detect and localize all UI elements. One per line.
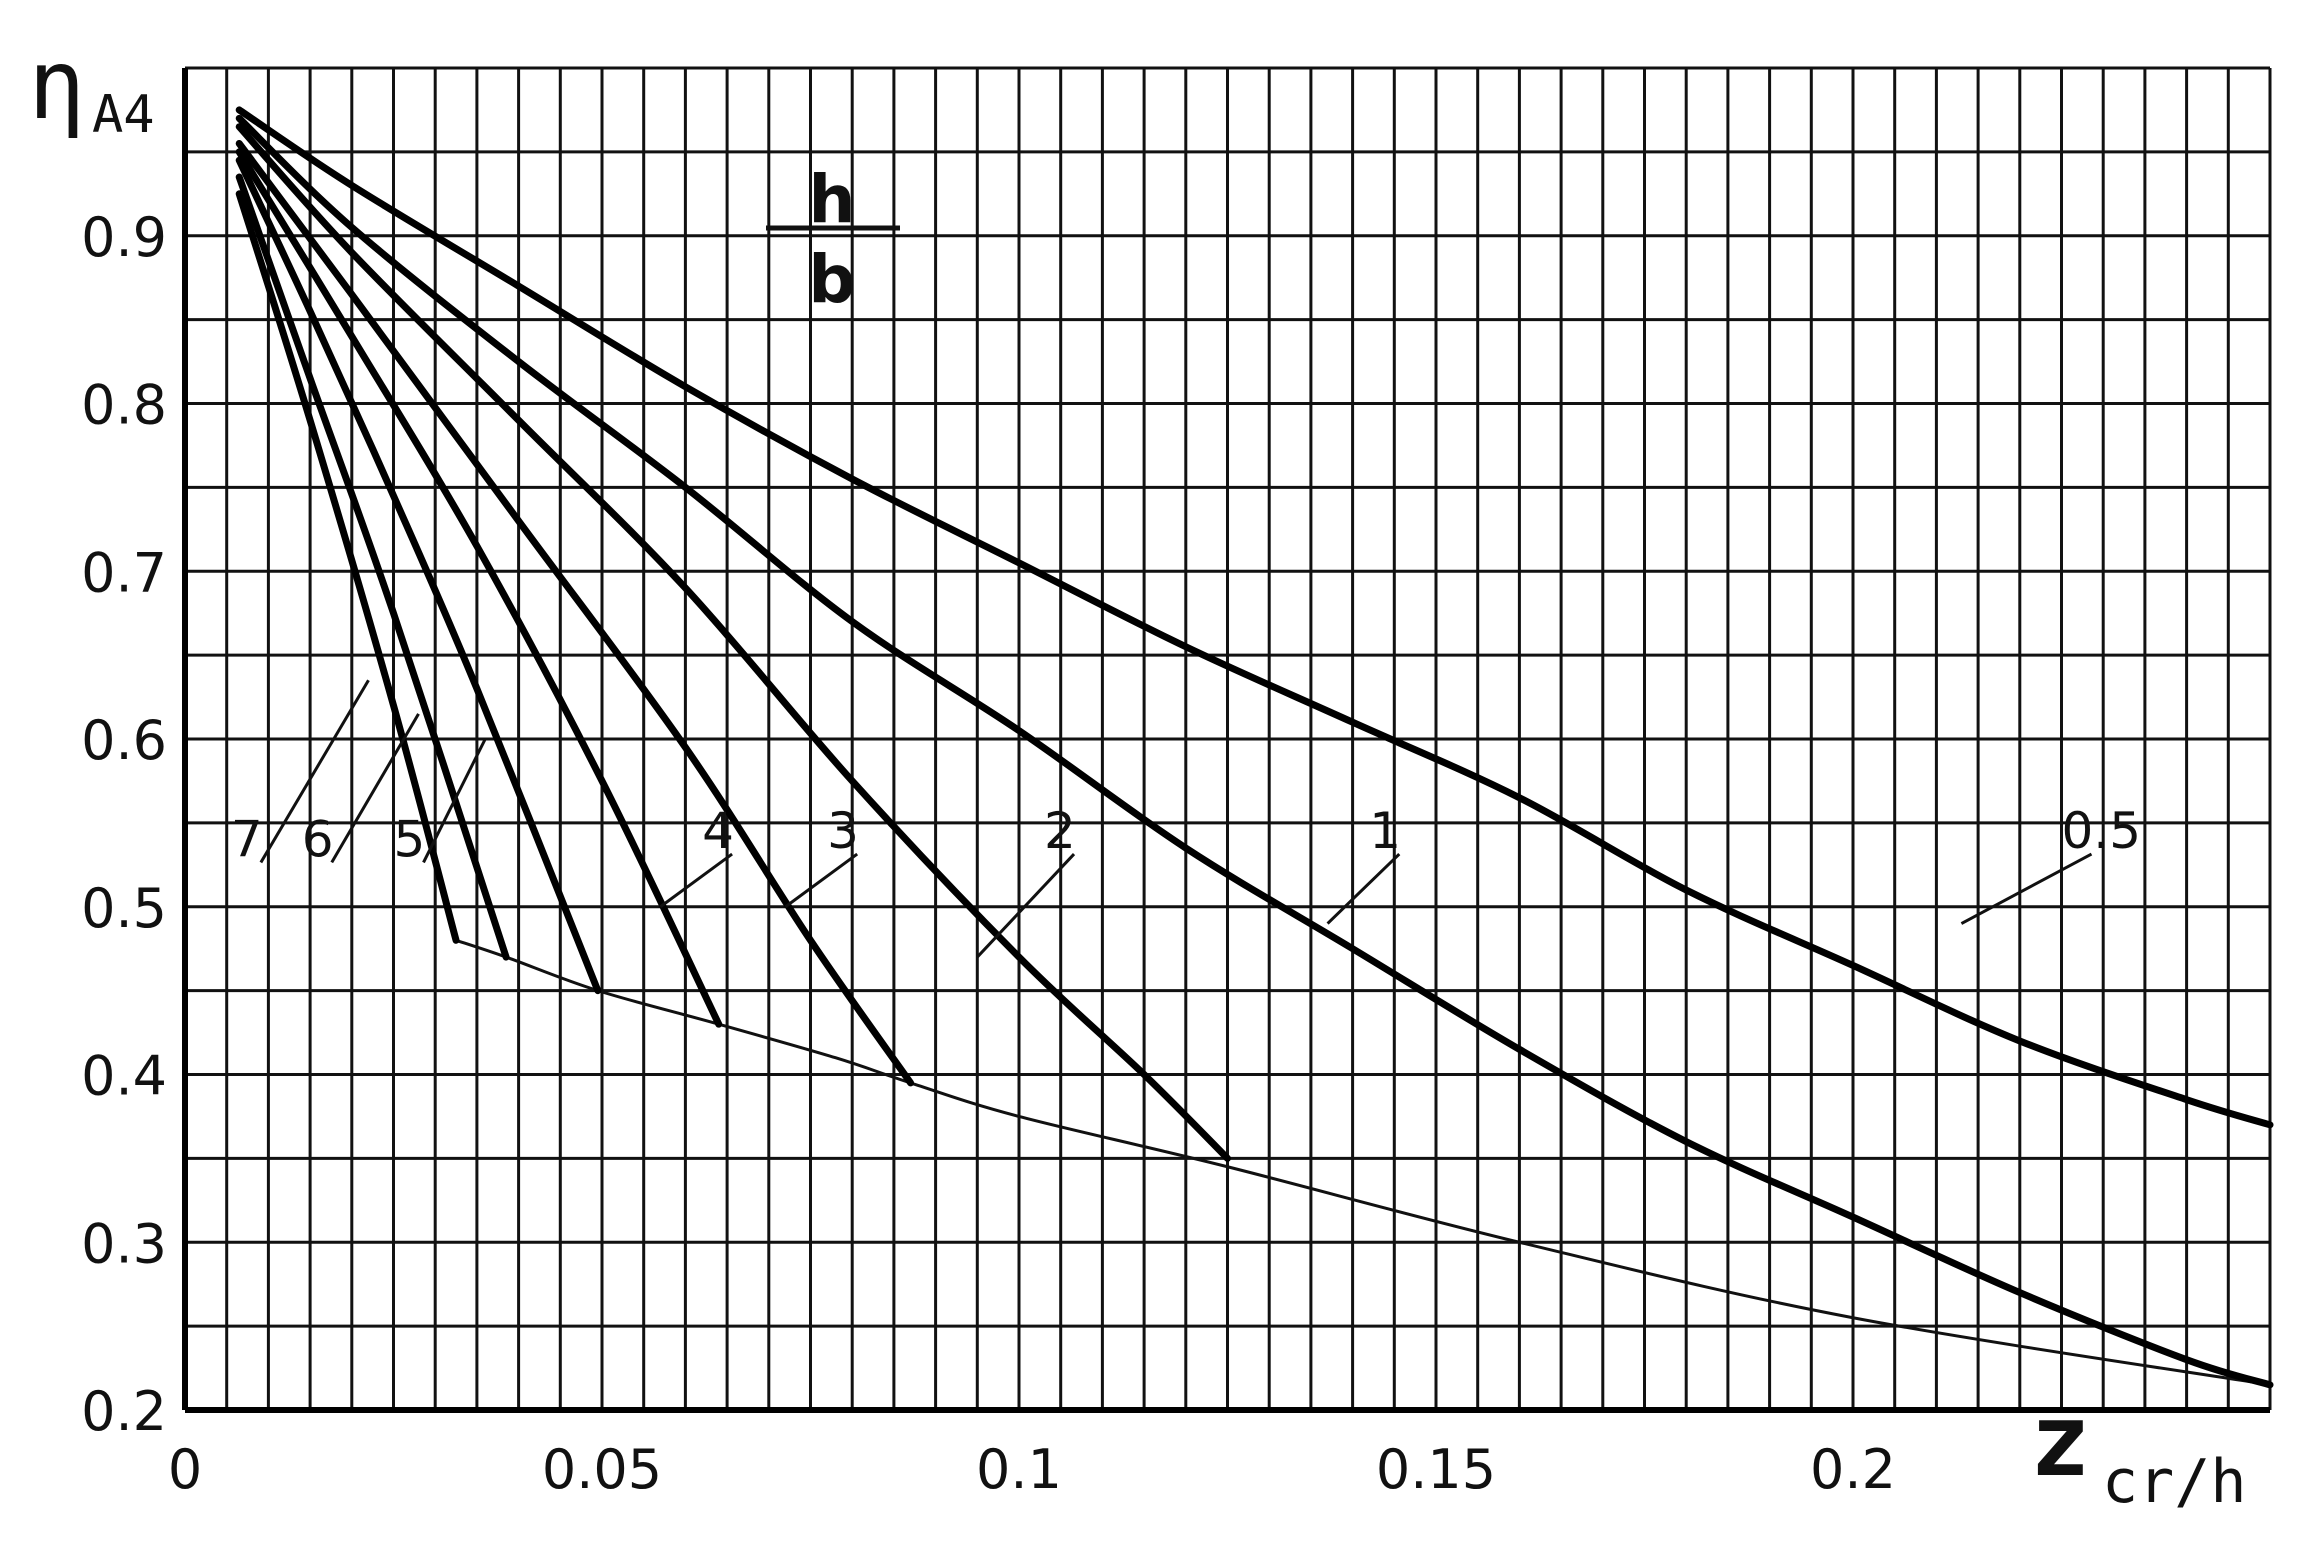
series-labels: 0.5 1 2 3 4 5 67 xyxy=(231,679,2142,959)
series-line-3 xyxy=(235,139,915,1087)
y-tick-label: 0.8 xyxy=(81,374,167,437)
y-axis-title-subscript: A4 xyxy=(92,85,155,145)
x-tick-label: 0.2 xyxy=(1810,1438,1896,1501)
series-leader-line xyxy=(1960,852,2093,925)
x-tick-label: 0 xyxy=(168,1438,202,1501)
x-axis-title: z xyxy=(2030,1382,2090,1499)
series-line-7 xyxy=(235,190,460,944)
series-leader-line xyxy=(976,853,1076,959)
axes xyxy=(182,68,2270,1413)
y-tick-label: 0.6 xyxy=(81,709,167,772)
y-axis-title: η xyxy=(28,29,86,141)
series-line-1 xyxy=(235,114,2274,1389)
y-tick-label: 0.3 xyxy=(81,1212,167,1275)
series-label: 7 xyxy=(231,810,263,868)
envelope-curve xyxy=(455,938,2271,1387)
series-leader-line xyxy=(784,852,859,908)
y-tick-label: 0.5 xyxy=(81,877,167,940)
series-line-6 xyxy=(235,173,510,961)
series-label: 6 xyxy=(302,810,334,868)
y-tick-label: 0.4 xyxy=(81,1045,167,1108)
series-line-5 xyxy=(235,156,602,995)
series-lines xyxy=(235,106,2274,1389)
series-leader-line xyxy=(659,852,733,908)
x-tick-label: 0.1 xyxy=(976,1438,1062,1501)
envelope-line xyxy=(455,938,2271,1387)
legend-numerator: h xyxy=(809,161,856,238)
y-tick-label: 0.7 xyxy=(81,541,167,604)
series-leader-line xyxy=(422,738,487,864)
y-tick-label: 0.2 xyxy=(81,1380,167,1443)
series-leader-line xyxy=(1326,852,1401,925)
series-label: 4 xyxy=(702,802,734,860)
series-line-4 xyxy=(235,148,723,1028)
series-label: 2 xyxy=(1044,802,1076,860)
series-line-0-5 xyxy=(235,106,2274,1129)
series-leader-line xyxy=(259,679,370,864)
legend-denominator: b xyxy=(808,241,855,318)
series-label: 0.5 xyxy=(2062,802,2142,860)
series-label: 3 xyxy=(827,802,859,860)
series-label: 1 xyxy=(1369,802,1401,860)
x-tick-label: 0.15 xyxy=(1376,1438,1496,1501)
series-label: 5 xyxy=(394,810,426,868)
x-axis-title-subscript: cr/h xyxy=(2102,1447,2247,1517)
tick-labels: 0 0.05 0.1 0.15 0.2 0.2 0.3 0.4 0.5 0.6 0.7 0.8 0.9 xyxy=(81,206,1896,1501)
y-tick-label: 0.9 xyxy=(81,206,167,269)
x-tick-label: 0.05 xyxy=(542,1438,662,1501)
series-line-2 xyxy=(235,123,1231,1162)
series-leader-line xyxy=(330,713,420,864)
